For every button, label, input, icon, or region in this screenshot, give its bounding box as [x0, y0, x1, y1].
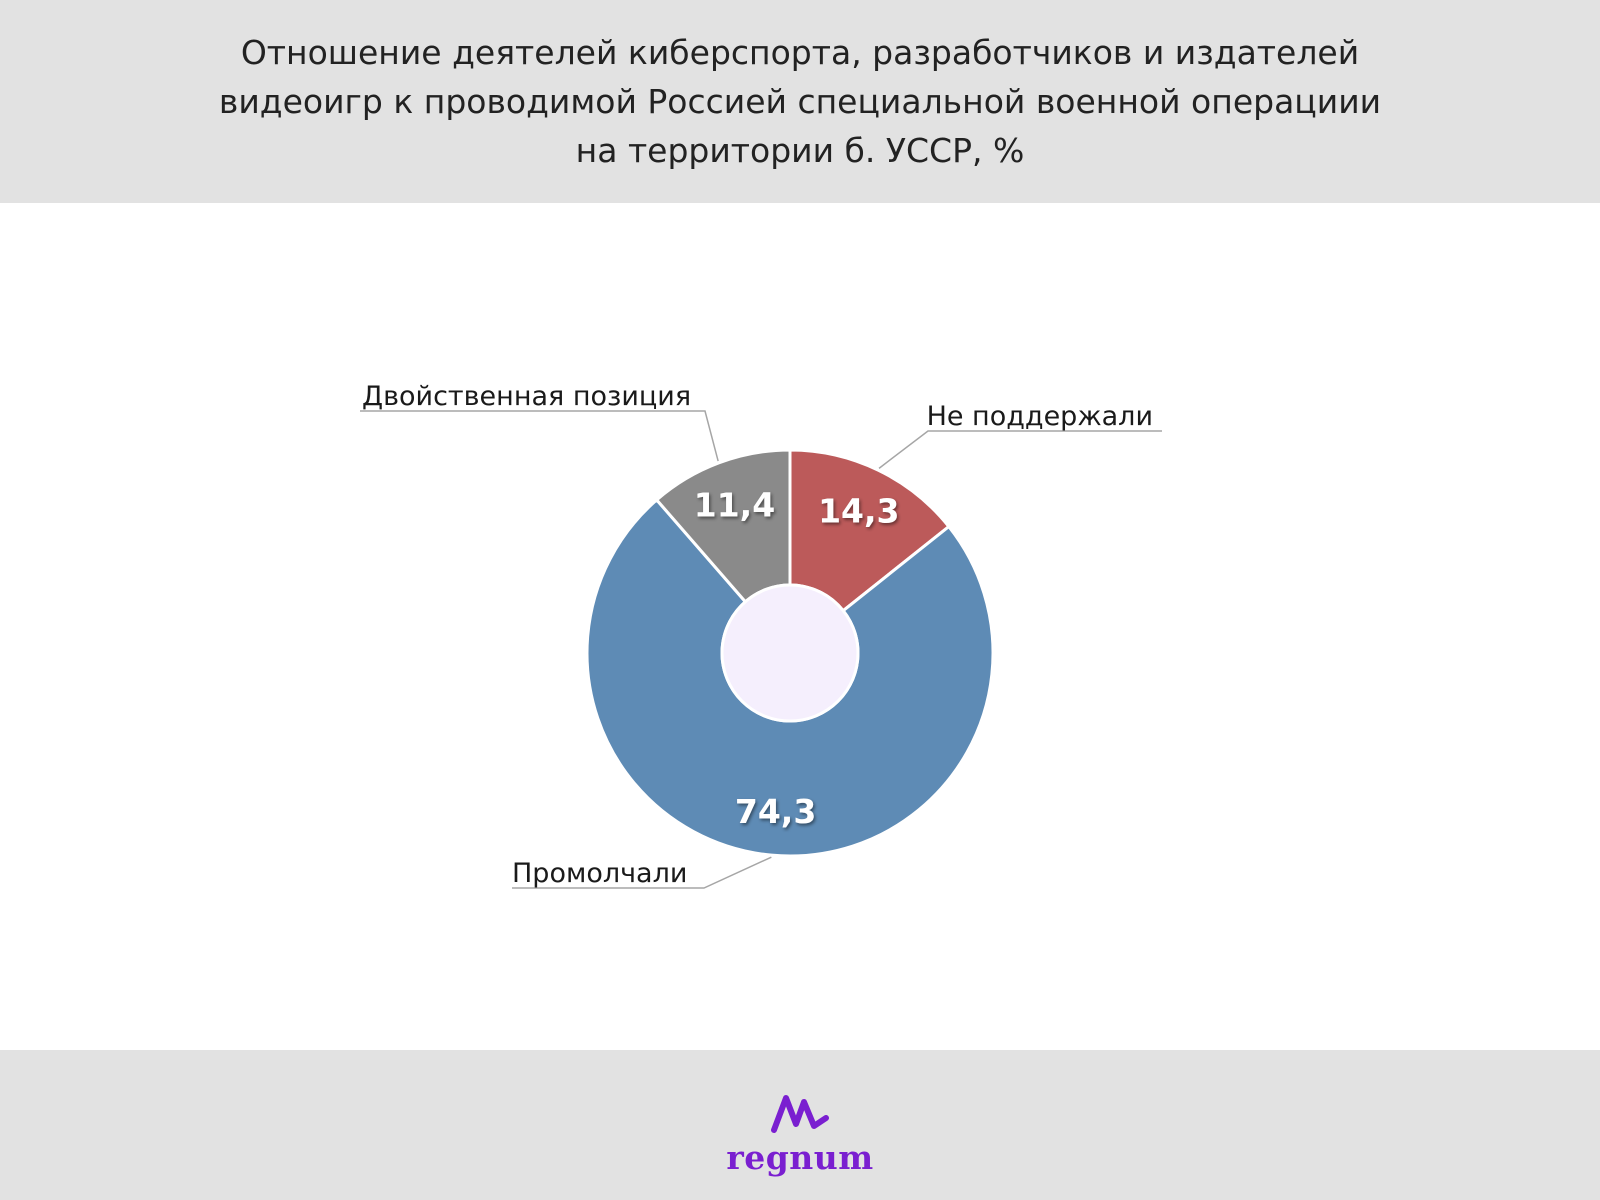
donut-chart: 14,3 Не поддержали 74,3 Промолчали 11,4 Двойс… [360, 381, 1162, 889]
donut-hole [720, 583, 860, 723]
pie-value-label-1: 14,3 [818, 491, 899, 530]
logo-text: regnum [726, 1138, 874, 1177]
pie-leader-line-2 [512, 856, 772, 889]
pie-callouts: 14,3 Не поддержали 74,3 Промолчали 11,4 Двойс… [360, 381, 1162, 889]
pie-value-label-3: 11,4 [694, 486, 775, 525]
page-footer: regnum [0, 1050, 1600, 1200]
pie-leader-line-1 [878, 430, 1162, 469]
chart-area: 14,3 Не поддержали 74,3 Промолчали 11,4 Двойс… [0, 203, 1600, 1050]
chart-title: Отношение деятелей киберспорта, разработ… [180, 28, 1420, 175]
regnum-logo: regnum [720, 1090, 880, 1190]
pie-category-label-1: Не поддержали [927, 401, 1153, 432]
pie-category-label-3: Двойственная позиция [362, 381, 691, 412]
title-line-2: видеоигр к проводимой Россией специально… [218, 82, 1382, 121]
pie-value-label-2: 74,3 [735, 792, 816, 831]
pie-slices [585, 448, 995, 858]
title-line-3: на территории б. УССР, % [575, 131, 1025, 170]
pie-category-label-2: Промолчали [512, 858, 687, 889]
title-line-1: Отношение деятелей киберспорта, разработ… [240, 33, 1360, 72]
chart-header: Отношение деятелей киберспорта, разработ… [0, 0, 1600, 203]
pie-leader-line-3 [360, 410, 719, 462]
regnum-mountain-icon [771, 1095, 829, 1133]
